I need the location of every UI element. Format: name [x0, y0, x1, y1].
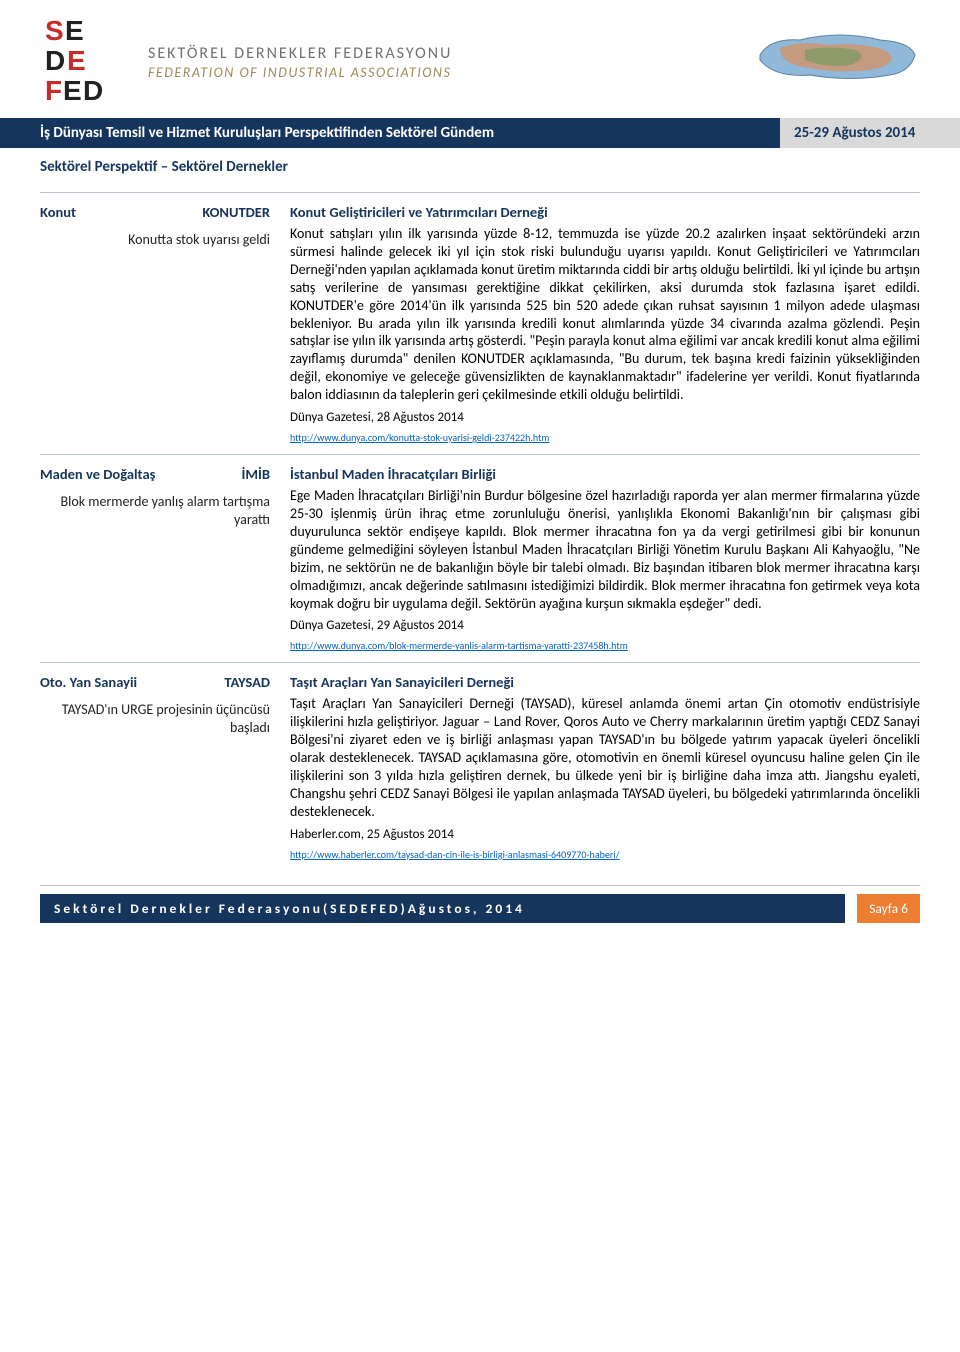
entry-row: Oto. Yan Sanayii TAYSAD TAYSAD'ın URGE pro…: [40, 662, 920, 864]
title-bar-left: İş Dünyası Temsil ve Hizmet Kuruluşları …: [40, 124, 494, 142]
entry-source: Dünya Gazetesi, 29 Ağustos 2014: [290, 618, 920, 633]
entry-row: KonutKONUTDERKonutta stok uyarısı geldiK…: [40, 192, 920, 448]
entries-container: KonutKONUTDERKonutta stok uyarısı geldiK…: [40, 192, 920, 865]
svg-text:D: D: [83, 75, 103, 105]
entry-summary: Konutta stok uyarısı geldi: [40, 231, 270, 249]
svg-text:E: E: [65, 15, 84, 46]
entry-right-column: İstanbul Maden İhracatçıları Birliği Ege …: [290, 465, 920, 656]
entry-abbrev: İMİB: [241, 465, 270, 483]
entry-link[interactable]: http://www.dunya.com/blok-mermerde-yanli…: [290, 639, 920, 652]
title-bar: İş Dünyası Temsil ve Hizmet Kuruluşları …: [0, 118, 960, 148]
footer-page-number: Sayfa 6: [857, 894, 920, 923]
entry-abbrev: TAYSAD: [224, 673, 270, 691]
federation-title: SEKTÖREL DERNEKLER FEDERASYONU FEDERATIO…: [148, 34, 750, 81]
entry-sector: Maden ve Doğaltaş: [40, 465, 155, 483]
entry-right-column: Konut Geliştiricileri ve Yatırımcıları D…: [290, 203, 920, 448]
entry-left-column: Oto. Yan Sanayii TAYSAD TAYSAD'ın URGE pro…: [40, 673, 290, 864]
entry-body-text: Ege Maden İhracatçıları Birliği'nin Burd…: [290, 487, 920, 612]
entry-topline: Oto. Yan Sanayii TAYSAD: [40, 673, 270, 691]
entry-source: Haberler.com, 25 Ağustos 2014: [290, 827, 920, 842]
entry-org-name: Konut Geliştiricileri ve Yatırımcıları D…: [290, 203, 920, 221]
document-page: S E D E F E D SEKTÖREL DERNEKLER FEDERAS…: [0, 0, 960, 943]
svg-text:E: E: [67, 45, 86, 76]
svg-text:E: E: [63, 75, 82, 105]
sedefed-logo: S E D E F E D: [40, 10, 130, 105]
entry-body-text: Taşıt Araçları Yan Sanayicileri Derneği …: [290, 695, 920, 820]
entry-org-name: Taşıt Araçları Yan Sanayicileri Derneği: [290, 673, 920, 691]
turkey-map-graphic: [750, 20, 920, 95]
entry-summary: TAYSAD'ın URGE projesinin üçüncüsü başla…: [40, 701, 270, 736]
entry-body-text: Konut satışları yılın ilk yarısında yüzd…: [290, 225, 920, 404]
federation-title-en: FEDERATION OF INDUSTRIAL ASSOCIATIONS: [148, 64, 750, 81]
entry-right-column: Taşıt Araçları Yan Sanayicileri Derneği T…: [290, 673, 920, 864]
entry-summary: Blok mermerde yanlış alarm tartışma yara…: [40, 493, 270, 528]
svg-text:D: D: [45, 45, 65, 76]
entry-source: Dünya Gazetesi, 28 Ağustos 2014: [290, 410, 920, 425]
entry-topline: Konut KONUTDER: [40, 203, 270, 221]
entry-org-name: İstanbul Maden İhracatçıları Birliği: [290, 465, 920, 483]
entry-sector: Konut: [40, 203, 76, 221]
page-header: S E D E F E D SEKTÖREL DERNEKLER FEDERAS…: [40, 0, 920, 110]
svg-text:F: F: [45, 75, 62, 105]
entry-topline: Maden ve Doğaltaş İMİB: [40, 465, 270, 483]
subtitle-bar: Sektörel Perspektif – Sektörel Dernekler: [40, 152, 920, 192]
footer-text: Sektörel Dernekler Federasyonu(SEDEFED)A…: [40, 894, 845, 923]
entry-abbrev: KONUTDER: [202, 203, 270, 221]
svg-text:S: S: [45, 15, 64, 46]
entry-link[interactable]: http://www.dunya.com/konutta-stok-uyaris…: [290, 431, 920, 444]
federation-title-tr: SEKTÖREL DERNEKLER FEDERASYONU: [148, 44, 750, 63]
entry-left-column: Maden ve Doğaltaş İMİB Blok mermerde yanlı…: [40, 465, 290, 656]
entry-left-column: Konut KONUTDER Konutta stok uyarısı geldi: [40, 203, 290, 448]
entry-row: Maden ve Doğaltaş İMİB Blok mermerde yanlı…: [40, 454, 920, 656]
title-bar-date: 25-29 Ağustos 2014: [780, 118, 960, 148]
entry-sector: Oto. Yan Sanayii: [40, 673, 137, 691]
page-footer: Sektörel Dernekler Federasyonu(SEDEFED)A…: [40, 885, 920, 923]
entry-link[interactable]: http://www.haberler.com/taysad-dan-cin-i…: [290, 848, 920, 861]
